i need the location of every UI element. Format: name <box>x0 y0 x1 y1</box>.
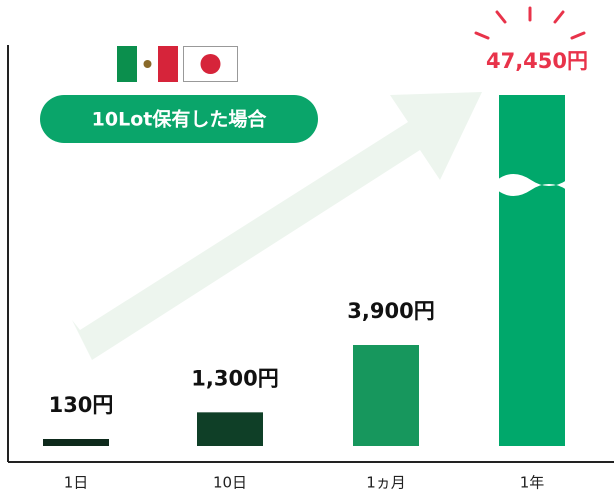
value-label: 130円 <box>49 393 114 417</box>
trend-arrow <box>72 92 482 360</box>
x-tick-label: 1日 <box>64 474 89 492</box>
value-label: 47,450円 <box>486 49 588 73</box>
bar <box>43 439 109 446</box>
flag-japan <box>183 46 238 82</box>
bar <box>353 345 419 446</box>
x-tick-label: 10日 <box>213 474 247 492</box>
x-tick-label: 1年 <box>520 474 545 492</box>
bar <box>197 412 263 446</box>
highlight-burst <box>474 6 586 40</box>
subtitle: 10Lot保有した場合 <box>92 108 268 131</box>
axis-break <box>497 174 567 196</box>
flag-mexico <box>117 46 178 82</box>
value-label: 1,300円 <box>191 366 278 390</box>
bar <box>499 95 565 446</box>
x-tick-label: 1ヵ月 <box>366 474 406 492</box>
subtitle-pill <box>40 95 318 143</box>
value-label: 3,900円 <box>347 299 434 323</box>
